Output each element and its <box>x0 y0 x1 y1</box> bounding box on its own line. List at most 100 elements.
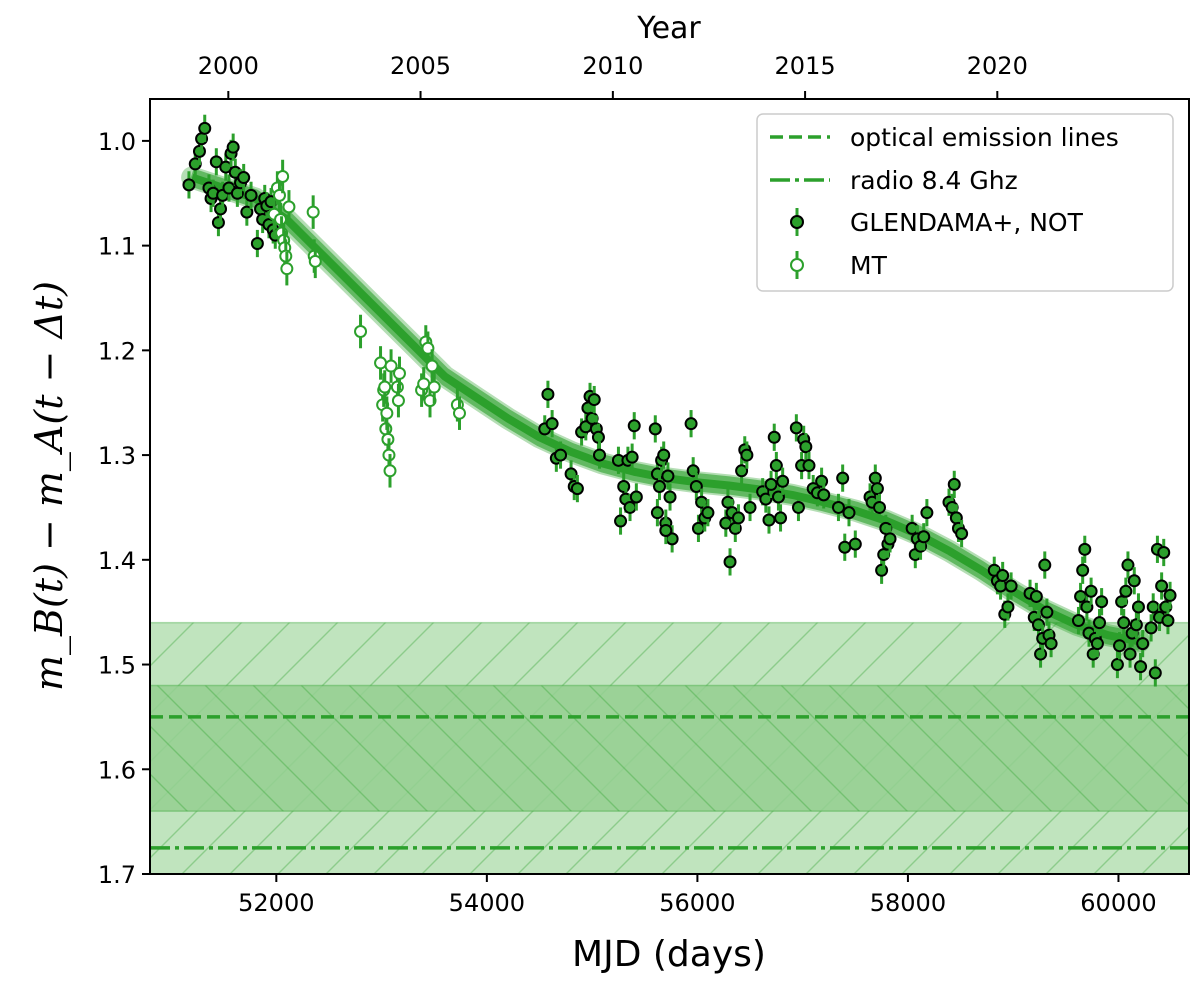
glendama-point <box>1038 551 1052 579</box>
x-axis-title: MJD (days) <box>572 934 766 975</box>
mt-point <box>452 396 466 430</box>
glendama-marker <box>1131 600 1145 614</box>
glendama-marker <box>625 450 639 464</box>
mt-marker <box>280 262 294 276</box>
glendama-marker <box>648 422 662 436</box>
glendama-point <box>947 470 961 499</box>
glendama-point <box>1093 609 1107 637</box>
glendama-marker <box>802 459 816 473</box>
glendama-marker <box>627 419 641 433</box>
glendama-marker <box>214 202 228 216</box>
glendama-point <box>848 530 862 558</box>
top-tick-label: 2005 <box>390 52 451 80</box>
glendama-point <box>198 114 212 142</box>
glendama-marker <box>1044 637 1058 651</box>
glendama-marker <box>1004 579 1018 593</box>
mt-point <box>280 251 294 286</box>
glendama-marker <box>244 188 258 202</box>
glendama-marker <box>873 500 887 514</box>
glendama-marker <box>629 490 643 504</box>
glendama-marker <box>1148 666 1162 680</box>
glendama-marker <box>570 482 584 496</box>
glendama-point <box>767 423 781 451</box>
glendama-marker <box>1001 600 1015 614</box>
glendama-marker <box>1144 621 1158 635</box>
glendama-point <box>1095 588 1109 616</box>
glendama-point <box>996 561 1010 590</box>
glendama-point <box>1123 640 1137 668</box>
glendama-marker <box>211 216 225 230</box>
glendama-marker <box>996 569 1010 583</box>
x-tick-label: 54000 <box>449 889 525 917</box>
glendama-point <box>1131 593 1145 621</box>
glendama-marker <box>684 417 698 431</box>
glendama-marker <box>1127 574 1141 588</box>
glendama-point <box>1078 535 1092 563</box>
glendama-point <box>1136 629 1150 658</box>
glendama-point <box>592 441 606 469</box>
glendama-marker <box>1121 558 1135 572</box>
x-tick-label: 52000 <box>238 889 314 917</box>
legend-marker-filled <box>790 215 804 229</box>
glendama-marker <box>870 482 884 496</box>
glendama-point <box>701 499 715 527</box>
glendama-point <box>1029 582 1043 611</box>
glendama-marker <box>1157 545 1171 559</box>
glendama-marker <box>1034 647 1048 661</box>
glendama-marker <box>701 506 715 520</box>
glendama-point <box>545 410 559 438</box>
glendama-point <box>684 410 698 438</box>
legend-frame <box>756 113 1174 292</box>
hlines-layer <box>150 715 1189 850</box>
glendama-point <box>1071 606 1085 635</box>
glendama-point <box>1076 556 1090 584</box>
glendama-point <box>735 457 749 485</box>
glendama-point <box>554 441 568 469</box>
glendama-marker <box>764 477 778 491</box>
y-tick-label: 1.0 <box>98 128 136 156</box>
glendama-marker <box>657 448 671 462</box>
top-tick-label: 2015 <box>775 52 836 80</box>
glendama-marker <box>240 205 254 219</box>
glendama-marker <box>815 474 829 488</box>
glendama-marker <box>1129 618 1143 632</box>
glendama-marker <box>1078 542 1092 556</box>
glendama-marker <box>789 421 803 435</box>
glendama-marker <box>1163 588 1177 602</box>
glendama-marker <box>1095 595 1109 609</box>
glendama-marker <box>723 555 737 569</box>
glendama-point <box>842 499 856 527</box>
glendama-marker <box>1113 639 1127 653</box>
optical-band-hatch <box>150 685 1189 812</box>
y-tick-label: 1.4 <box>98 547 136 575</box>
y-tick-label: 1.3 <box>98 442 136 470</box>
mt-point <box>425 349 439 383</box>
mt-marker <box>392 366 406 380</box>
mt-marker <box>427 380 441 394</box>
glendama-point <box>817 481 831 509</box>
glendama-marker <box>868 471 882 485</box>
mt-point <box>378 370 392 404</box>
glendama-point <box>776 467 790 495</box>
glendama-marker <box>663 490 677 504</box>
x-tick-label: 60000 <box>1080 889 1156 917</box>
glendama-point <box>1163 581 1177 610</box>
glendama-marker <box>799 440 813 454</box>
legend-label-glendama: GLENDAMA+, NOT <box>850 208 1084 237</box>
glendama-point <box>657 441 671 469</box>
mt-marker <box>425 359 439 373</box>
glendama-marker <box>1029 589 1043 603</box>
glendama-point <box>791 493 805 522</box>
glendama-point <box>1157 538 1171 567</box>
glendama-marker <box>1110 658 1124 672</box>
glendama-marker <box>776 474 790 488</box>
glendama-marker <box>1093 616 1107 630</box>
glendama-marker <box>1074 589 1088 603</box>
mt-marker <box>417 377 431 391</box>
glendama-point <box>740 441 754 469</box>
glendama-point <box>661 462 675 490</box>
glendama-point <box>743 493 757 522</box>
glendama-point <box>870 474 884 503</box>
glendama-marker <box>1090 637 1104 651</box>
